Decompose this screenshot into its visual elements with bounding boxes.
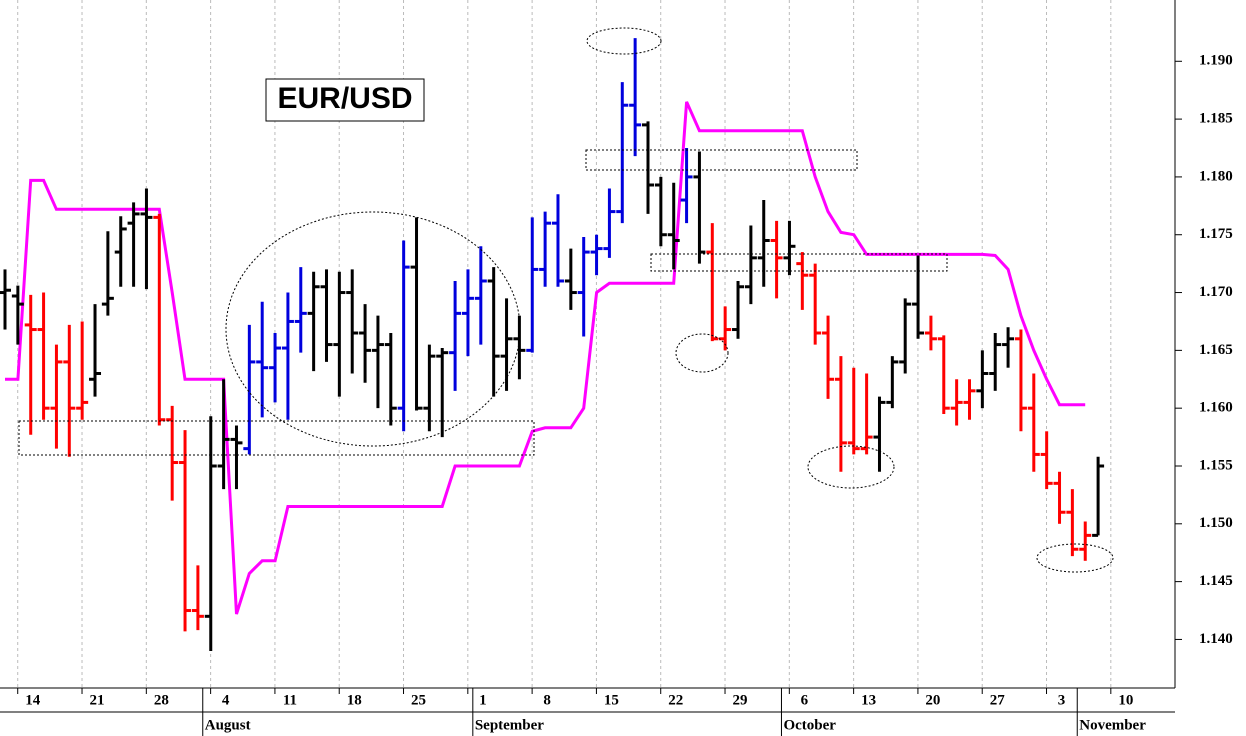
- chart-title: EUR/USD: [277, 82, 412, 115]
- annotation-box: [650, 253, 948, 272]
- y-tick-label: 1.180: [1199, 168, 1233, 184]
- y-tick-label: 1.170: [1199, 284, 1233, 300]
- month-label: October: [783, 717, 836, 733]
- x-tick-label: 3: [1058, 692, 1066, 708]
- x-tick-label: 28: [154, 692, 169, 708]
- x-tick-label: 11: [283, 692, 297, 708]
- title-box: [265, 78, 425, 122]
- annotation-ellipse: [807, 445, 895, 489]
- y-tick-label: 1.160: [1199, 400, 1233, 416]
- annotation-ellipse: [586, 27, 662, 55]
- x-tick-label: 20: [925, 692, 940, 708]
- y-tick-label: 1.155: [1199, 457, 1233, 473]
- grid: [17, 0, 1112, 688]
- annotation-ellipse: [675, 333, 729, 373]
- x-tick-label: 29: [733, 692, 748, 708]
- stop-line: [5, 101, 1086, 615]
- annotation-box: [18, 420, 535, 456]
- x-tick-label: 14: [25, 692, 41, 708]
- x-tick-label: 18: [347, 692, 362, 708]
- y-tick-label: 1.185: [1199, 111, 1233, 127]
- x-tick-label: 15: [604, 692, 619, 708]
- month-label: September: [475, 717, 544, 733]
- y-tick-label: 1.175: [1199, 226, 1233, 242]
- y-tick-label: 1.145: [1199, 573, 1233, 589]
- plot: [0, 38, 1105, 651]
- annotation-box: [585, 149, 858, 171]
- x-tick-label: 22: [668, 692, 683, 708]
- month-label: August: [205, 717, 251, 733]
- annotation-ellipse: [1036, 543, 1114, 573]
- y-tick-label: 1.150: [1199, 515, 1233, 531]
- x-tick-label: 10: [1118, 692, 1133, 708]
- x-tick-label: 21: [90, 692, 105, 708]
- x-tick-label: 8: [543, 692, 551, 708]
- y-tick-label: 1.190: [1199, 53, 1233, 69]
- x-tick-label: 27: [990, 692, 1006, 708]
- annotation-ellipse: [225, 211, 521, 447]
- y-tick-label: 1.165: [1199, 342, 1233, 358]
- x-tick-label: 13: [861, 692, 876, 708]
- x-tick-label: 1: [479, 692, 487, 708]
- x-tick-label: 4: [222, 692, 230, 708]
- y-tick-label: 1.140: [1199, 631, 1233, 647]
- month-label: November: [1079, 717, 1146, 733]
- x-tick-label: 25: [411, 692, 426, 708]
- x-tick-label: 6: [801, 692, 809, 708]
